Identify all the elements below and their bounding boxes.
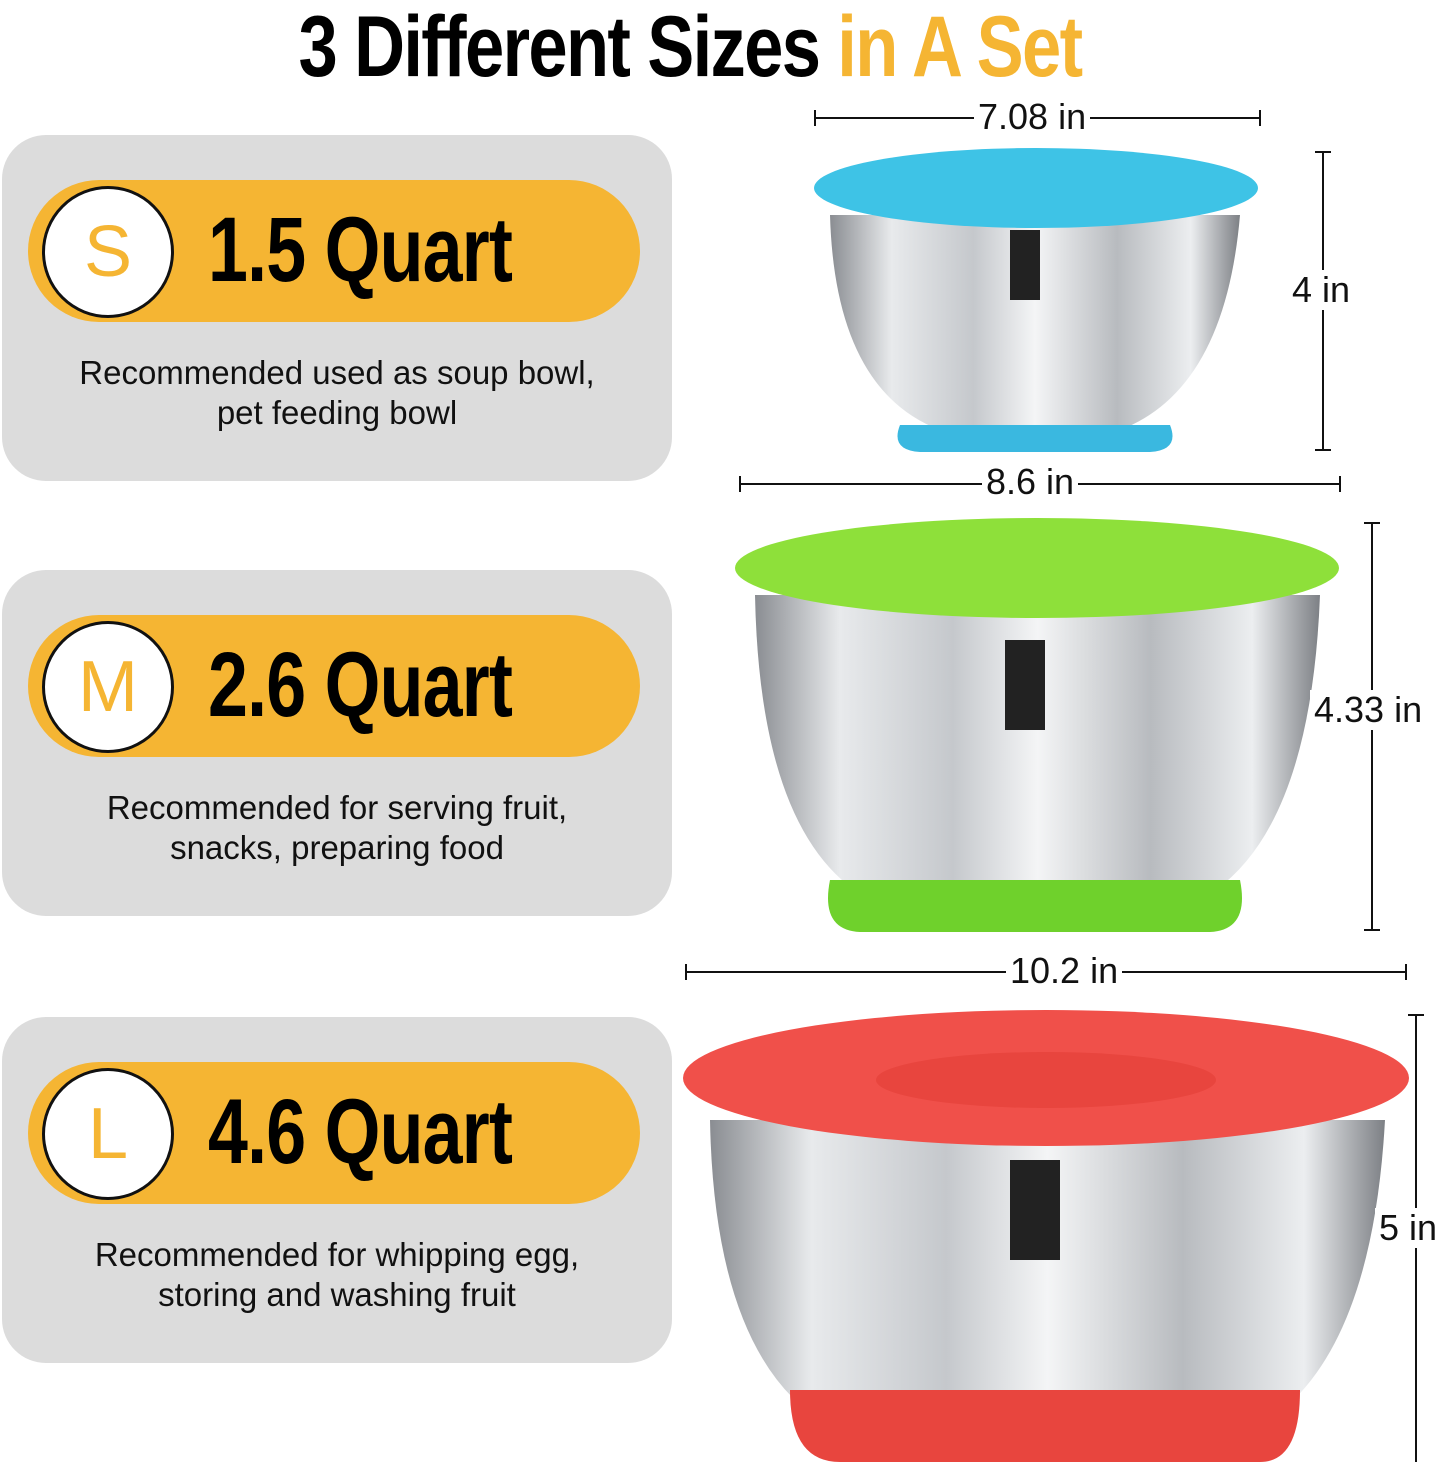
capacity-label: 4.6 Quart [208,1081,513,1183]
medium-height-label: 4.33 in [1310,690,1427,730]
medium-bowl [735,518,1339,932]
small-width-label: 7.08 in [974,97,1091,137]
small-height-label: 4 in [1288,270,1355,310]
lid [735,518,1339,618]
usage-description: Recommended for serving fruit, snacks, pr… [106,789,568,866]
size-letter-badge: L [42,1068,174,1200]
lid [814,148,1258,228]
large-height-label: 5 in [1375,1208,1442,1248]
large-bowl [683,1010,1409,1462]
base [790,1390,1300,1462]
base [828,880,1242,932]
base [897,425,1173,452]
size-letter-badge: S [42,186,174,318]
medium-width-label: 8.6 in [982,462,1079,502]
capacity-pill: S 1.5 Quart [28,180,640,322]
page-title: 3 Different Sizes in A Set [298,0,1084,95]
capacity-pill: L 4.6 Quart [28,1062,640,1204]
size-card-small: S 1.5 Quart Recommended used as soup bow… [2,135,672,481]
size-letter-badge: M [42,621,174,753]
large-width-label: 10.2 in [1006,951,1123,991]
size-card-medium: M 2.6 Quart Recommended for serving frui… [2,570,672,916]
usage-description: Recommended used as soup bowl, pet feedin… [79,354,595,431]
capacity-label: 1.5 Quart [208,199,513,301]
capacity-pill: M 2.6 Quart [28,615,640,757]
size-card-large: L 4.6 Quart Recommended for whipping egg… [2,1017,672,1363]
capacity-label: 2.6 Quart [208,634,513,736]
small-bowl [814,148,1258,452]
lid-knob [876,1052,1216,1108]
usage-description: Recommended for whipping egg, storing and… [94,1236,580,1313]
